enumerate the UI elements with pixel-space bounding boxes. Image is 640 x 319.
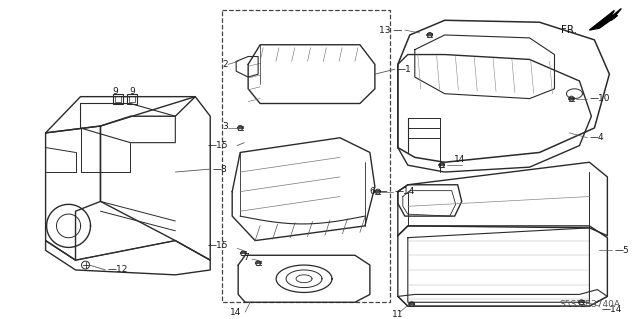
Bar [115, 96, 122, 101]
Text: —15: —15 [208, 141, 228, 150]
Text: 7: 7 [243, 253, 249, 262]
Text: —14: —14 [395, 187, 415, 196]
Text: —5: —5 [614, 246, 629, 255]
Text: —1: —1 [397, 65, 412, 74]
Text: FR.: FR. [561, 25, 577, 35]
Text: 9: 9 [113, 87, 118, 96]
Text: —8: —8 [212, 165, 227, 174]
Text: 2: 2 [223, 60, 228, 69]
Text: —12: —12 [108, 265, 128, 274]
Text: —15: —15 [208, 241, 228, 250]
Text: 11: 11 [392, 309, 404, 318]
Text: 14: 14 [454, 155, 465, 164]
Polygon shape [589, 9, 621, 30]
Text: 6 —: 6 — [370, 187, 388, 196]
Text: 3: 3 [223, 122, 228, 130]
Bar [113, 94, 124, 103]
Bar [129, 96, 136, 101]
Bar [127, 94, 138, 103]
Text: —4: —4 [589, 133, 604, 142]
Text: S5S3-B3740A: S5S3-B3740A [559, 300, 620, 309]
Text: 9: 9 [129, 87, 135, 96]
Text: 13 —: 13 — [380, 26, 403, 34]
Text: 14: 14 [230, 308, 241, 316]
Text: —14: —14 [602, 305, 622, 314]
Text: —10: —10 [589, 94, 610, 103]
